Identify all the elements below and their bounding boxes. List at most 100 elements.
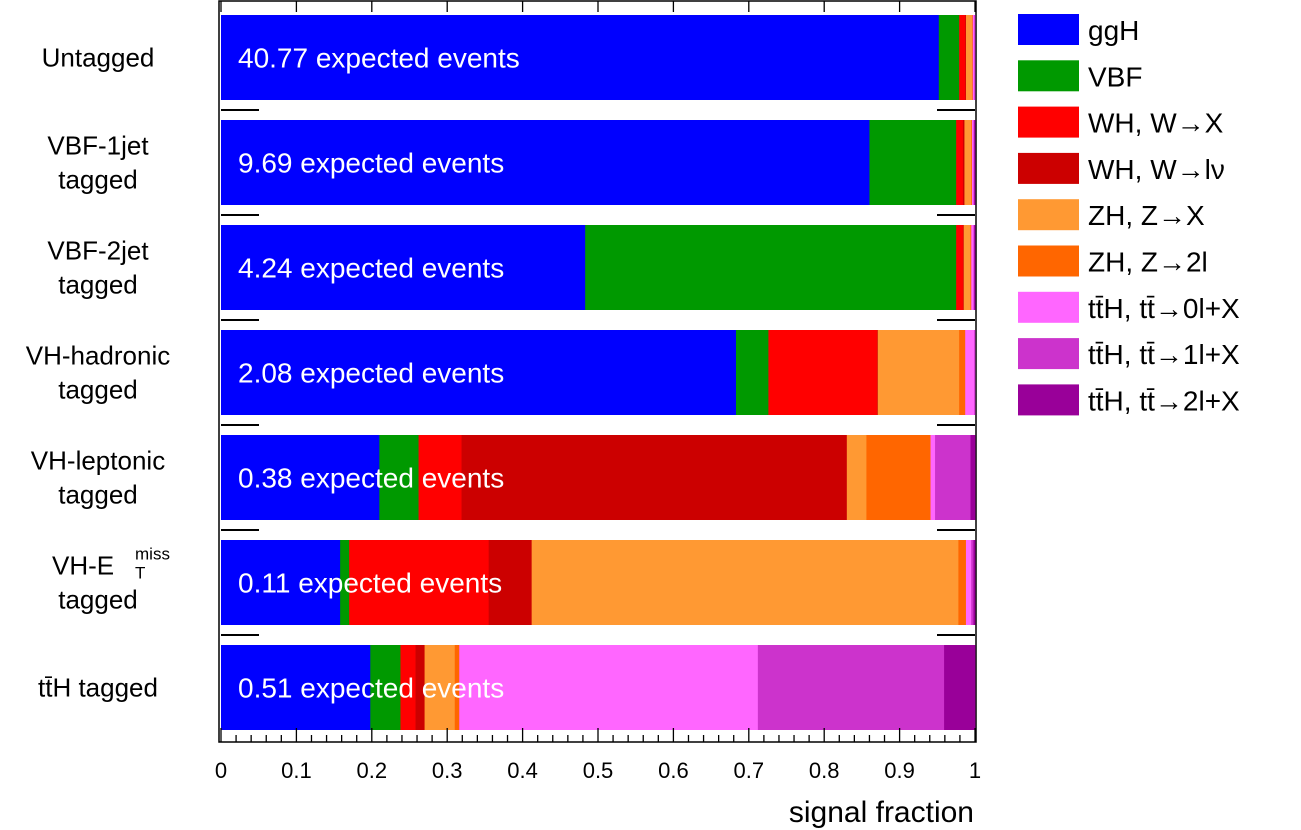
legend-swatch	[1018, 152, 1079, 184]
bar-row-6: 0.11 expected events	[221, 540, 976, 625]
legend-label: tt̄H, tt̄→2l+X	[1088, 385, 1240, 416]
x-tick-label: 0.2	[357, 758, 388, 783]
bar-segment-8	[974, 330, 976, 415]
bar-row-3: 4.24 expected events	[221, 225, 976, 310]
legend-label: WH, W→X	[1088, 108, 1224, 139]
category-label: tagged	[58, 585, 138, 615]
bar-segment-5	[964, 120, 972, 205]
category-label-superscript: miss	[135, 545, 170, 564]
bar-segment-7	[965, 540, 972, 625]
bar-segment-3	[400, 645, 416, 730]
bar-segment-6	[971, 120, 973, 205]
bar-segment-5	[846, 435, 867, 520]
bar-segment-9	[970, 435, 976, 520]
bar-segment-7	[972, 15, 975, 100]
bar-segment-8	[973, 120, 975, 205]
legend-item: tt̄H, tt̄→2l+X	[1018, 384, 1240, 416]
bar-row-2: 9.69 expected events	[221, 120, 976, 205]
bar-segment-3	[768, 330, 878, 415]
bar-value-label: 0.38 expected events	[238, 463, 504, 494]
bar-segment-4	[488, 540, 533, 625]
x-tick-label: 0.7	[734, 758, 765, 783]
bar-segment-5	[963, 225, 971, 310]
bar-segment-1	[221, 15, 940, 100]
bar-segment-3	[349, 540, 490, 625]
legend-item: WH, W→X	[1018, 106, 1224, 139]
legend-swatch	[1018, 106, 1079, 138]
bar-segment-1	[221, 120, 870, 205]
legend-label: VBF	[1088, 61, 1142, 92]
x-axis: 0 0.1 0.2 0.3 0.4 0.5 0.6 0.7 0.8 0.9 1	[215, 1, 981, 783]
bar-segment-1	[221, 225, 586, 310]
bar-segment-7	[930, 435, 936, 520]
category-labels: Untagged VBF-1jet tagged VBF-2jet tagged VH-h…	[26, 43, 171, 703]
bar-segment-7	[971, 225, 974, 310]
bar-segment-9	[944, 645, 976, 730]
x-tick-label: 1	[969, 758, 981, 783]
x-tick-label: 0.9	[884, 758, 915, 783]
legend-item: tt̄H, tt̄→1l+X	[1018, 338, 1240, 370]
category-label: VH-leptonic	[31, 446, 165, 476]
legend-label: tt̄H, tt̄→1l+X	[1088, 339, 1240, 370]
bar-stacks: 40.77 expected events 9.69 expected event…	[221, 15, 976, 730]
bar-segment-3	[418, 435, 462, 520]
bar-segment-4	[965, 15, 967, 100]
x-tick-label: 0.4	[507, 758, 538, 783]
bar-segment-7	[459, 645, 759, 730]
bar-value-label: 4.24 expected events	[238, 253, 504, 284]
x-tick-label: 0.6	[658, 758, 689, 783]
bar-segment-5	[965, 15, 973, 100]
bar-segment-7	[965, 330, 975, 415]
bar-segment-2	[735, 330, 769, 415]
bar-segment-8	[935, 435, 971, 520]
category-label-subscript: T	[135, 564, 145, 583]
category-label: tt̄H tagged	[38, 673, 158, 703]
legend-item: tt̄H, tt̄→0l+X	[1018, 291, 1240, 324]
bar-value-label: 0.51 expected events	[238, 673, 504, 704]
bar-segment-5	[424, 645, 456, 730]
bar-segment-8	[757, 645, 945, 730]
bar-segment-4	[962, 225, 965, 310]
bar-segment-6	[971, 15, 974, 100]
legend-item: ZH, Z→X	[1018, 199, 1205, 231]
bar-segment-8	[973, 225, 975, 310]
x-tick-label: 0.1	[281, 758, 312, 783]
bar-segment-9	[974, 225, 976, 310]
legend-label: ZH, Z→2l	[1088, 247, 1208, 278]
bar-segment-2	[938, 15, 960, 100]
bar-row-7: 0.51 expected events	[221, 645, 976, 730]
x-axis-title: signal fraction	[789, 796, 974, 829]
bar-segment-1	[221, 645, 371, 730]
legend-label: ZH, Z→X	[1088, 200, 1205, 231]
legend-item: WH, W→lν	[1018, 152, 1225, 185]
bar-value-label: 0.11 expected events	[238, 568, 502, 599]
bar-segment-6	[970, 225, 972, 310]
bar-segment-6	[959, 330, 966, 415]
bar-segment-9	[973, 540, 976, 625]
bar-value-label: 2.08 expected events	[238, 358, 504, 389]
legend: ggH VBF WH, W→X WH, W→lν ZH, Z→X ZH, Z→2l tt̄H…	[1018, 14, 1240, 416]
bar-segment-6	[454, 645, 460, 730]
bar-segment-2	[585, 225, 957, 310]
bar-row-1: 40.77 expected events	[221, 15, 976, 100]
bar-segment-2	[370, 645, 401, 730]
bar-segment-5	[531, 540, 959, 625]
legend-item: VBF	[1018, 60, 1142, 92]
bar-segment-3	[959, 15, 966, 100]
bar-row-4: 2.08 expected events	[221, 330, 976, 415]
category-label: VH-hadronic	[26, 341, 171, 371]
category-label: tagged	[58, 375, 138, 405]
x-tick-label: 0.3	[432, 758, 463, 783]
bar-segment-7	[971, 120, 974, 205]
bar-segment-1	[221, 435, 380, 520]
legend-swatch	[1018, 199, 1079, 231]
x-tick-label: 0.5	[583, 758, 614, 783]
legend-label: WH, W→lν	[1088, 154, 1225, 185]
legend-label: ggH	[1088, 15, 1139, 46]
x-tick-label: 0	[215, 758, 227, 783]
bar-segment-8	[974, 15, 976, 100]
legend-swatch	[1018, 338, 1079, 370]
category-label: VBF-1jet	[47, 131, 149, 161]
bar-value-label: 40.77 expected events	[238, 43, 520, 74]
